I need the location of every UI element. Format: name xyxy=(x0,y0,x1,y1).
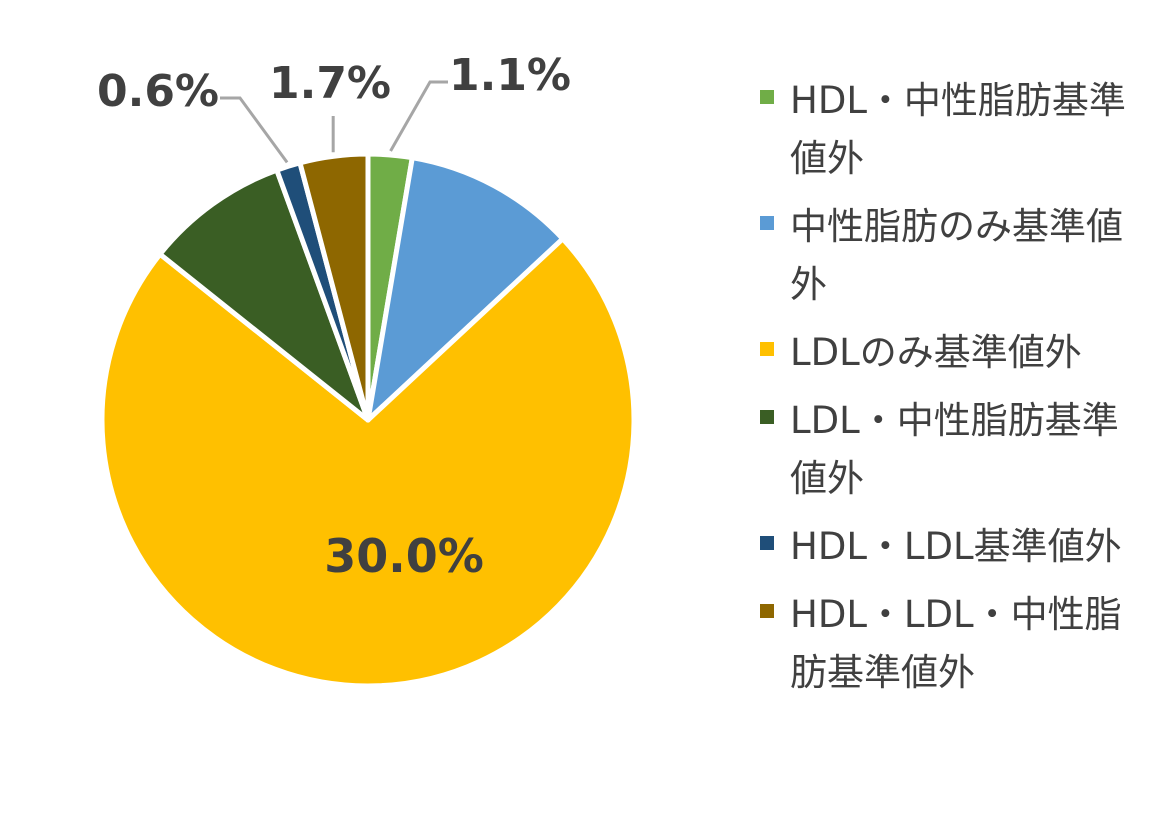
pie-slice xyxy=(365,155,566,423)
legend-label: HDL・LDL・中性脂肪基準値外 xyxy=(790,593,1122,694)
legend-swatch xyxy=(760,410,774,424)
legend-item-hdl-ldl-tg: HDL・LDL・中性脂肪基準値外 xyxy=(760,586,1160,702)
pie-chart: 1.1% 30.0% 0.6% 1.7% xyxy=(96,50,637,689)
legend-swatch xyxy=(760,90,774,104)
legend-label: 中性脂肪のみ基準値外 xyxy=(790,205,1123,306)
legend-item-hdl-ldl: HDL・LDL基準値外 xyxy=(760,518,1160,576)
leader-line xyxy=(220,96,289,164)
pie-slice xyxy=(99,236,637,689)
legend: HDL・中性脂肪基準値外 中性脂肪のみ基準値外 LDLのみ基準値外 LDL・中性… xyxy=(760,72,1160,712)
leader-lines xyxy=(220,80,448,164)
legend-label: HDL・中性脂肪基準値外 xyxy=(790,79,1126,180)
legend-swatch xyxy=(760,342,774,356)
data-labels: 1.1% 30.0% 0.6% 1.7% xyxy=(97,50,571,583)
legend-label: LDL・中性脂肪基準値外 xyxy=(790,399,1119,500)
legend-swatch xyxy=(760,216,774,230)
legend-item-ldl-only: LDLのみ基準値外 xyxy=(760,324,1160,382)
pie-slice xyxy=(297,151,371,423)
pie-slice xyxy=(157,167,371,423)
legend-item-tg-only: 中性脂肪のみ基準値外 xyxy=(760,198,1160,314)
legend-item-ldl-tg: LDL・中性脂肪基準値外 xyxy=(760,392,1160,508)
data-label: 1.1% xyxy=(449,50,571,101)
legend-label: HDL・LDL基準値外 xyxy=(790,525,1122,568)
leader-line xyxy=(389,80,448,152)
data-label: 0.6% xyxy=(97,66,219,117)
legend-label: LDLのみ基準値外 xyxy=(790,331,1082,374)
legend-swatch xyxy=(760,604,774,618)
legend-swatch xyxy=(760,536,774,550)
data-label: 30.0% xyxy=(324,529,484,583)
legend-item-hdl-tg: HDL・中性脂肪基準値外 xyxy=(760,72,1160,188)
data-label: 1.7% xyxy=(269,58,391,109)
pie-slices xyxy=(99,151,637,689)
